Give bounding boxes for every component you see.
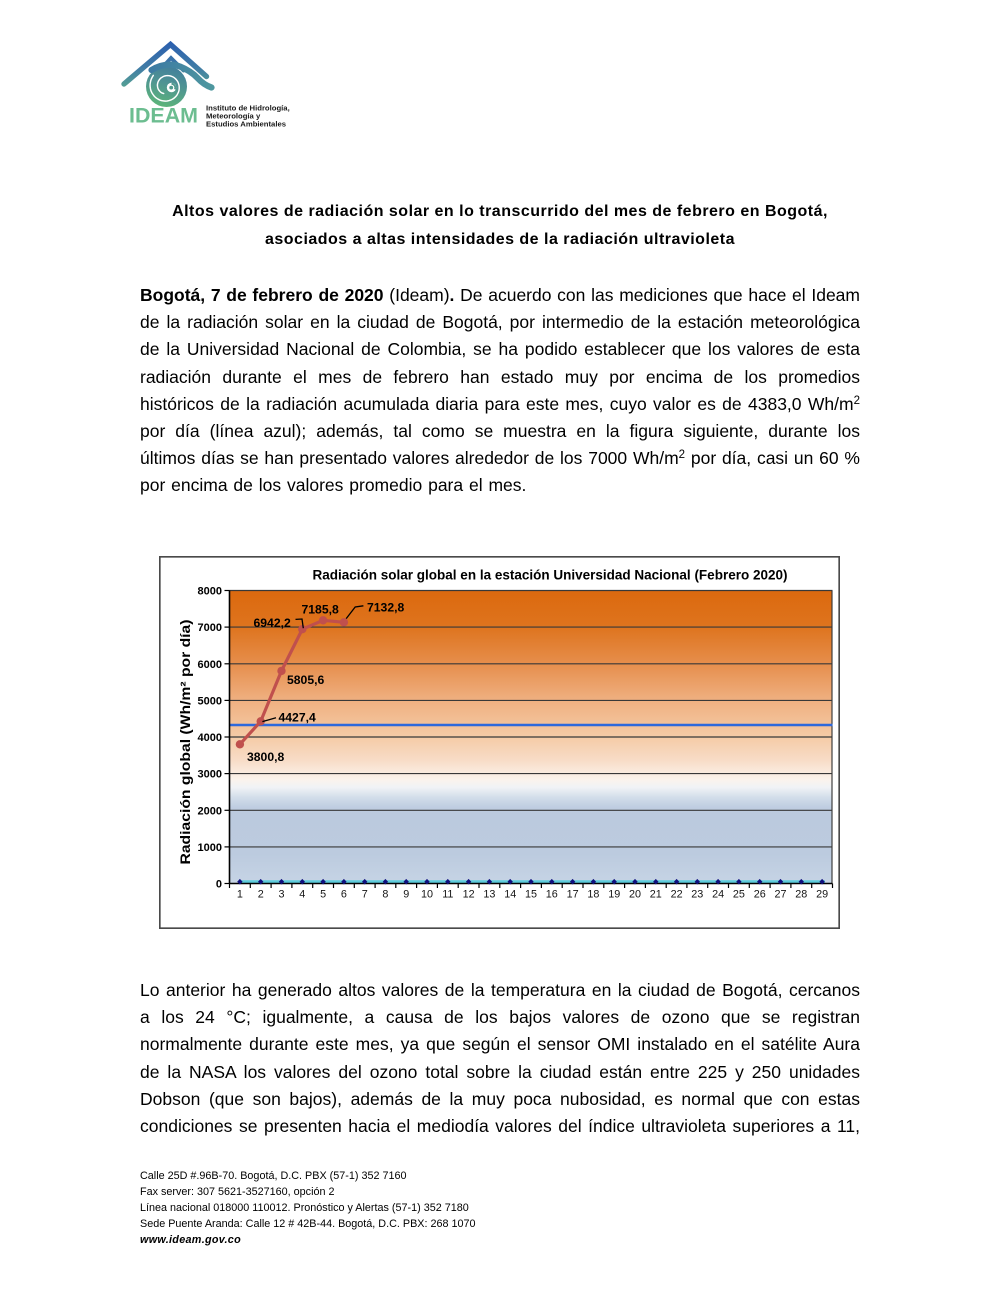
svg-text:20: 20 [629, 889, 641, 901]
svg-text:6942,2: 6942,2 [254, 616, 291, 630]
svg-text:7000: 7000 [198, 622, 222, 634]
svg-text:4: 4 [299, 889, 305, 901]
svg-text:27: 27 [774, 889, 786, 901]
svg-text:11: 11 [442, 889, 453, 901]
svg-text:2: 2 [258, 889, 264, 901]
svg-text:28: 28 [795, 889, 807, 901]
svg-text:13: 13 [483, 889, 495, 901]
svg-text:5805,6: 5805,6 [287, 673, 324, 687]
svg-text:1000: 1000 [198, 842, 222, 854]
svg-text:21: 21 [650, 889, 662, 901]
svg-text:17: 17 [567, 889, 579, 901]
svg-text:1: 1 [237, 889, 243, 901]
svg-text:2000: 2000 [198, 805, 222, 817]
svg-text:4000: 4000 [198, 732, 222, 744]
svg-text:4427,4: 4427,4 [279, 711, 316, 725]
svg-text:18: 18 [587, 889, 599, 901]
svg-text:10: 10 [421, 889, 433, 901]
svg-text:6000: 6000 [198, 659, 222, 671]
svg-text:Radiación global (Wh/m² por dí: Radiación global (Wh/m² por día) [178, 620, 193, 865]
svg-text:19: 19 [608, 889, 620, 901]
svg-text:3000: 3000 [198, 769, 222, 781]
svg-text:7132,8: 7132,8 [367, 601, 404, 615]
svg-text:29: 29 [816, 889, 828, 901]
svg-text:25: 25 [733, 889, 745, 901]
svg-text:Radiación solar global en la e: Radiación solar global en la estación Un… [313, 568, 788, 583]
svg-text:Instituto de Hidrología,: Instituto de Hidrología, [206, 104, 290, 113]
svg-text:12: 12 [463, 889, 475, 901]
svg-text:6: 6 [341, 889, 347, 901]
svg-text:8000: 8000 [198, 586, 222, 598]
svg-text:14: 14 [504, 889, 516, 901]
svg-text:Estudios Ambientales: Estudios Ambientales [206, 120, 286, 129]
svg-text:0: 0 [216, 879, 222, 891]
svg-text:5: 5 [320, 889, 326, 901]
svg-text:Meteorología y: Meteorología y [206, 112, 261, 121]
svg-text:IDEAM: IDEAM [129, 104, 198, 128]
svg-text:15: 15 [525, 889, 537, 901]
svg-text:8: 8 [382, 889, 388, 901]
svg-text:22: 22 [671, 889, 683, 901]
svg-text:7185,8: 7185,8 [302, 603, 339, 617]
svg-text:23: 23 [691, 889, 703, 901]
svg-text:24: 24 [712, 889, 724, 901]
svg-text:3: 3 [278, 889, 284, 901]
svg-text:26: 26 [754, 889, 766, 901]
svg-text:7: 7 [362, 889, 368, 901]
svg-text:16: 16 [546, 889, 558, 901]
svg-text:9: 9 [403, 889, 409, 901]
svg-text:3800,8: 3800,8 [247, 750, 284, 764]
svg-text:5000: 5000 [198, 695, 222, 707]
